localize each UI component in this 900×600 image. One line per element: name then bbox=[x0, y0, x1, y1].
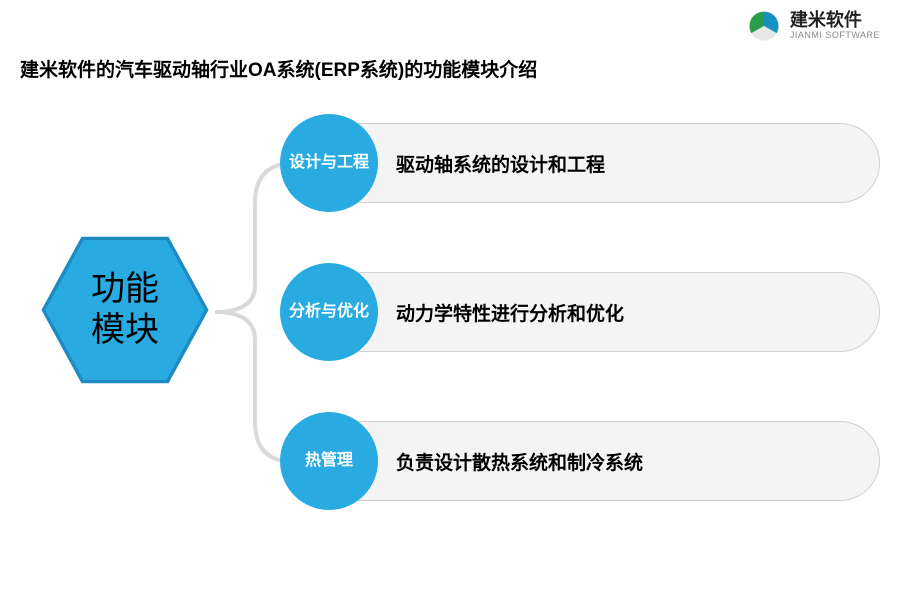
logo-name-cn: 建米软件 bbox=[790, 11, 880, 31]
module-row: 分析与优化 动力学特性进行分析和优化 bbox=[280, 264, 880, 360]
module-desc: 负责设计散热系统和制冷系统 bbox=[396, 448, 643, 475]
module-row: 设计与工程 驱动轴系统的设计和工程 bbox=[280, 115, 880, 211]
module-circle-label: 热管理 bbox=[305, 451, 353, 471]
module-circle: 设计与工程 bbox=[280, 114, 378, 212]
module-circle: 分析与优化 bbox=[280, 263, 378, 361]
logo-icon bbox=[746, 8, 782, 44]
module-row: 热管理 负责设计散热系统和制冷系统 bbox=[280, 413, 880, 509]
module-desc: 驱动轴系统的设计和工程 bbox=[396, 150, 605, 177]
page-title: 建米软件的汽车驱动轴行业OA系统(ERP系统)的功能模块介绍 bbox=[20, 55, 537, 82]
logo-name-en: JIANMI SOFTWARE bbox=[790, 31, 880, 41]
module-desc: 动力学特性进行分析和优化 bbox=[396, 299, 624, 326]
brand-logo: 建米软件 JIANMI SOFTWARE bbox=[746, 8, 880, 44]
module-circle-label: 设计与工程 bbox=[289, 153, 369, 173]
module-circle: 热管理 bbox=[280, 412, 378, 510]
hexagon-label-2: 模块 bbox=[91, 310, 159, 351]
hexagon-hub: 功能 模块 bbox=[40, 235, 210, 385]
hexagon-label-1: 功能 bbox=[91, 269, 159, 310]
module-circle-label: 分析与优化 bbox=[289, 302, 369, 322]
